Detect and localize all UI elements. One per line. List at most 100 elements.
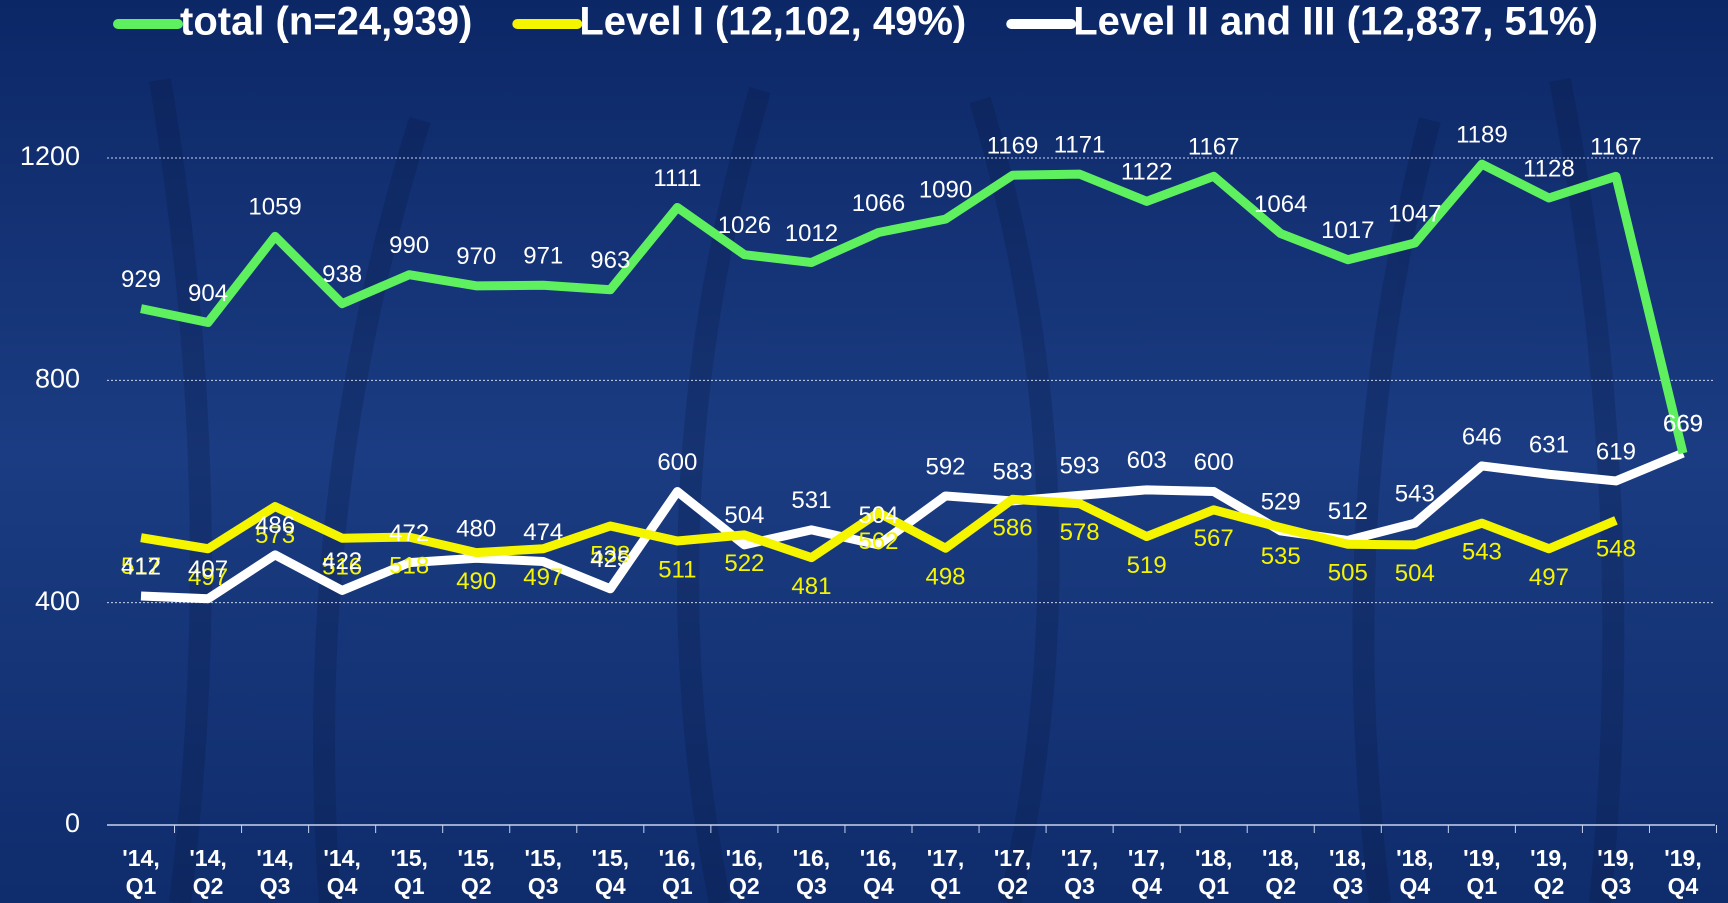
data-label: 480 — [456, 516, 496, 543]
data-label: 593 — [1060, 453, 1100, 480]
data-label: 511 — [658, 556, 696, 583]
x-tick-label-line: '15, — [525, 845, 562, 871]
data-label: 543 — [1395, 481, 1435, 508]
x-tick-label-line: Q2 — [729, 873, 760, 899]
data-label: 646 — [1462, 423, 1502, 450]
y-tick-label: 1200 — [20, 141, 80, 171]
x-tick-label-line: '17, — [927, 845, 964, 871]
series-line — [140, 448, 1685, 604]
x-tick-label-line: '18, — [1195, 845, 1232, 871]
x-tick-label: '16, Q4 — [860, 845, 897, 899]
data-label: 583 — [993, 458, 1033, 485]
x-tick-label-line: Q3 — [260, 873, 291, 899]
x-tick-label-line: '19, — [1463, 845, 1500, 871]
x-tick-label-line: '18, — [1329, 845, 1366, 871]
x-tick-label: '14, Q3 — [256, 845, 293, 899]
data-label: 1111 — [653, 165, 701, 192]
y-tick-label: 400 — [35, 586, 80, 616]
data-label: 971 — [523, 243, 563, 270]
data-label: 1066 — [852, 190, 905, 217]
data-label: 497 — [188, 564, 228, 591]
x-tick-label: '19, Q4 — [1664, 845, 1701, 899]
series-line — [140, 494, 1618, 563]
x-tick-label-line: Q4 — [595, 873, 626, 899]
x-tick-label-line: '14, — [256, 845, 293, 871]
x-tick-label-line: Q3 — [1332, 873, 1363, 899]
x-tick-label: '16, Q1 — [659, 845, 696, 899]
data-label: 1128 — [1523, 155, 1575, 182]
data-label: 1167 — [1188, 134, 1240, 161]
x-tick-label-line: '19, — [1530, 845, 1567, 871]
data-label: 567 — [1194, 525, 1234, 552]
x-tick-label: '18, Q1 — [1195, 845, 1232, 899]
x-tick-label-line: Q1 — [126, 873, 157, 899]
data-label: 504 — [858, 502, 898, 529]
x-tick-label-line: Q4 — [1131, 873, 1162, 899]
data-label: 1064 — [1254, 191, 1307, 218]
data-label: 990 — [389, 232, 429, 259]
x-tick-label-line: Q4 — [863, 873, 894, 899]
x-tick-label-line: '15, — [390, 845, 427, 871]
data-label: 531 — [791, 487, 831, 514]
data-label: 529 — [1261, 488, 1301, 515]
x-tick-label-line: '14, — [189, 845, 226, 871]
data-label: 522 — [724, 550, 764, 577]
x-tick-label-line: Q2 — [193, 873, 224, 899]
data-label: 592 — [925, 453, 965, 480]
data-label: 497 — [523, 564, 563, 591]
x-tick-label: '17, Q4 — [1128, 845, 1165, 899]
x-tick-label-line: '15, — [457, 845, 494, 871]
data-label: 517 — [121, 553, 161, 580]
data-label: 504 — [724, 502, 764, 529]
data-label: 1017 — [1321, 217, 1374, 244]
x-tick-label-line: '17, — [1128, 845, 1165, 871]
data-label: 669 — [1663, 410, 1703, 437]
x-tick-label: '15, Q2 — [457, 845, 494, 899]
x-tick-label-line: '19, — [1597, 845, 1634, 871]
x-tick-label-line: Q1 — [930, 873, 961, 899]
x-tick-label: '19, Q3 — [1597, 845, 1634, 899]
data-label: 512 — [1328, 498, 1368, 525]
data-label: 498 — [925, 564, 965, 591]
data-label: 472 — [389, 520, 429, 547]
y-tick-label: 0 — [65, 808, 80, 838]
data-label: 504 — [1395, 560, 1435, 587]
data-label: 1090 — [919, 176, 972, 203]
x-tick-label-line: Q3 — [1601, 873, 1632, 899]
data-label: 425 — [590, 546, 630, 573]
data-label: 1169 — [987, 133, 1039, 160]
data-label: 573 — [255, 522, 295, 549]
x-tick-label-line: Q3 — [528, 873, 559, 899]
x-tick-label-line: Q4 — [1668, 873, 1699, 899]
x-tick-label-line: '14, — [122, 845, 159, 871]
data-label: 1122 — [1121, 159, 1173, 186]
data-label: 538 — [590, 541, 630, 568]
x-tick-label-line: Q1 — [394, 873, 425, 899]
x-tick-label-line: Q3 — [796, 873, 827, 899]
data-label: 519 — [1127, 552, 1167, 579]
data-label: 543 — [1462, 539, 1502, 566]
x-tick-label-line: Q4 — [1399, 873, 1430, 899]
data-label: 497 — [1529, 564, 1569, 591]
x-tick-label-line: '16, — [659, 845, 696, 871]
legend-label: Level I (12,102, 49%) — [579, 0, 966, 44]
data-label: 518 — [389, 552, 429, 579]
legend-label: Level II and III (12,837, 51%) — [1073, 0, 1598, 44]
data-label: 516 — [322, 554, 362, 581]
x-tick-label: '16, Q2 — [726, 845, 763, 899]
x-tick-label: '16, Q3 — [793, 845, 830, 899]
data-label: 586 — [993, 515, 1033, 542]
x-tick-label: '17, Q2 — [994, 845, 1031, 899]
x-tick-label-line: '16, — [726, 845, 763, 871]
x-tick-label: '18, Q4 — [1396, 845, 1433, 899]
data-label: 486 — [255, 512, 295, 539]
x-tick-label-line: Q4 — [327, 873, 358, 899]
data-label: 422 — [322, 548, 362, 575]
data-label: 669 — [1663, 410, 1703, 437]
data-label: 1012 — [785, 220, 838, 247]
data-label: 535 — [1261, 543, 1301, 570]
x-tick-label: '19, Q2 — [1530, 845, 1567, 899]
data-label: 1047 — [1388, 200, 1441, 227]
x-tick-label-line: Q1 — [1198, 873, 1229, 899]
